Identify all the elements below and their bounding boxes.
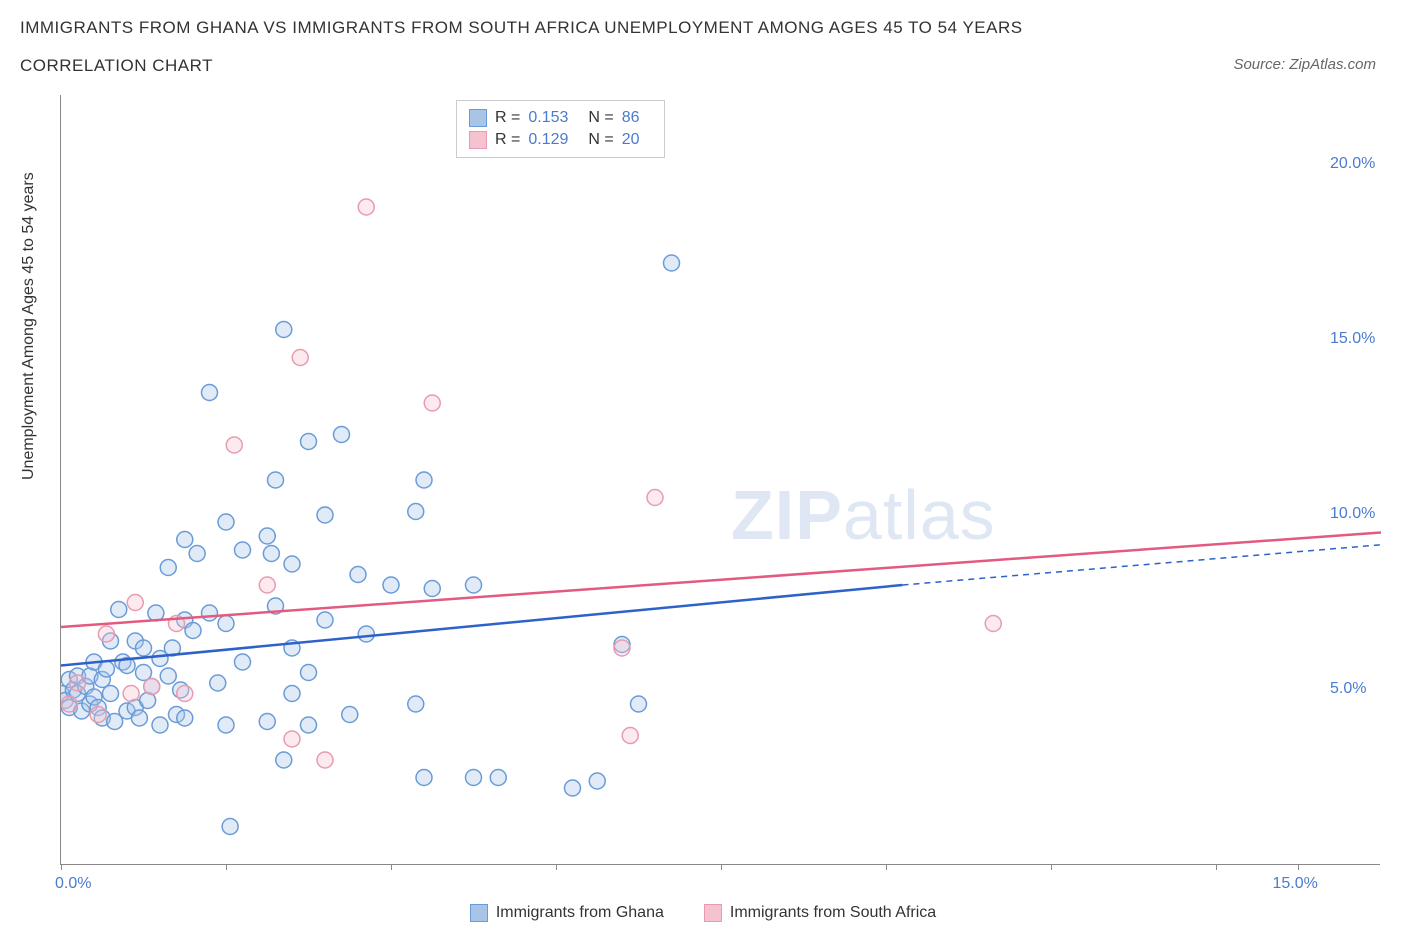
legend-swatch-ghana (470, 904, 488, 922)
n-value-ghana: 86 (622, 109, 640, 127)
swatch-sa (469, 131, 487, 149)
y-tick-label: 20.0% (1330, 155, 1375, 173)
source-attribution: Source: ZipAtlas.com (1233, 56, 1376, 73)
x-tick (886, 864, 887, 870)
legend-label-sa: Immigrants from South Africa (730, 904, 936, 922)
n-value-sa: 20 (622, 131, 640, 149)
chart-plot-area: R = 0.153 N = 86 R = 0.129 N = 20 ZIPatl… (60, 95, 1380, 865)
legend-item-sa: Immigrants from South Africa (704, 904, 936, 922)
x-tick (391, 864, 392, 870)
x-tick (1298, 864, 1299, 870)
n-label: N = (588, 109, 613, 127)
stats-row-sa: R = 0.129 N = 20 (469, 129, 652, 151)
x-tick-label: 0.0% (55, 875, 91, 893)
bottom-legend: Immigrants from Ghana Immigrants from So… (0, 904, 1406, 922)
legend-item-ghana: Immigrants from Ghana (470, 904, 664, 922)
r-label: R = (495, 131, 520, 149)
r-value-sa: 0.129 (528, 131, 568, 149)
y-tick-label: 15.0% (1330, 330, 1375, 348)
y-tick-label: 5.0% (1330, 680, 1366, 698)
x-tick (1216, 864, 1217, 870)
x-tick-label: 15.0% (1273, 875, 1318, 893)
r-value-ghana: 0.153 (528, 109, 568, 127)
chart-title-line1: IMMIGRANTS FROM GHANA VS IMMIGRANTS FROM… (20, 18, 1023, 38)
x-tick (556, 864, 557, 870)
legend-label-ghana: Immigrants from Ghana (496, 904, 664, 922)
y-axis-label: Unemployment Among Ages 45 to 54 years (20, 172, 38, 480)
legend-swatch-sa (704, 904, 722, 922)
r-label: R = (495, 109, 520, 127)
stats-row-ghana: R = 0.153 N = 86 (469, 107, 652, 129)
x-tick (1051, 864, 1052, 870)
x-tick (226, 864, 227, 870)
chart-title-line2: CORRELATION CHART (20, 56, 213, 76)
y-tick-label: 10.0% (1330, 505, 1375, 523)
correlation-stats-box: R = 0.153 N = 86 R = 0.129 N = 20 (456, 100, 665, 158)
x-tick (61, 864, 62, 870)
n-label: N = (588, 131, 613, 149)
x-tick (721, 864, 722, 870)
swatch-ghana (469, 109, 487, 127)
scatter-svg (61, 95, 1381, 865)
